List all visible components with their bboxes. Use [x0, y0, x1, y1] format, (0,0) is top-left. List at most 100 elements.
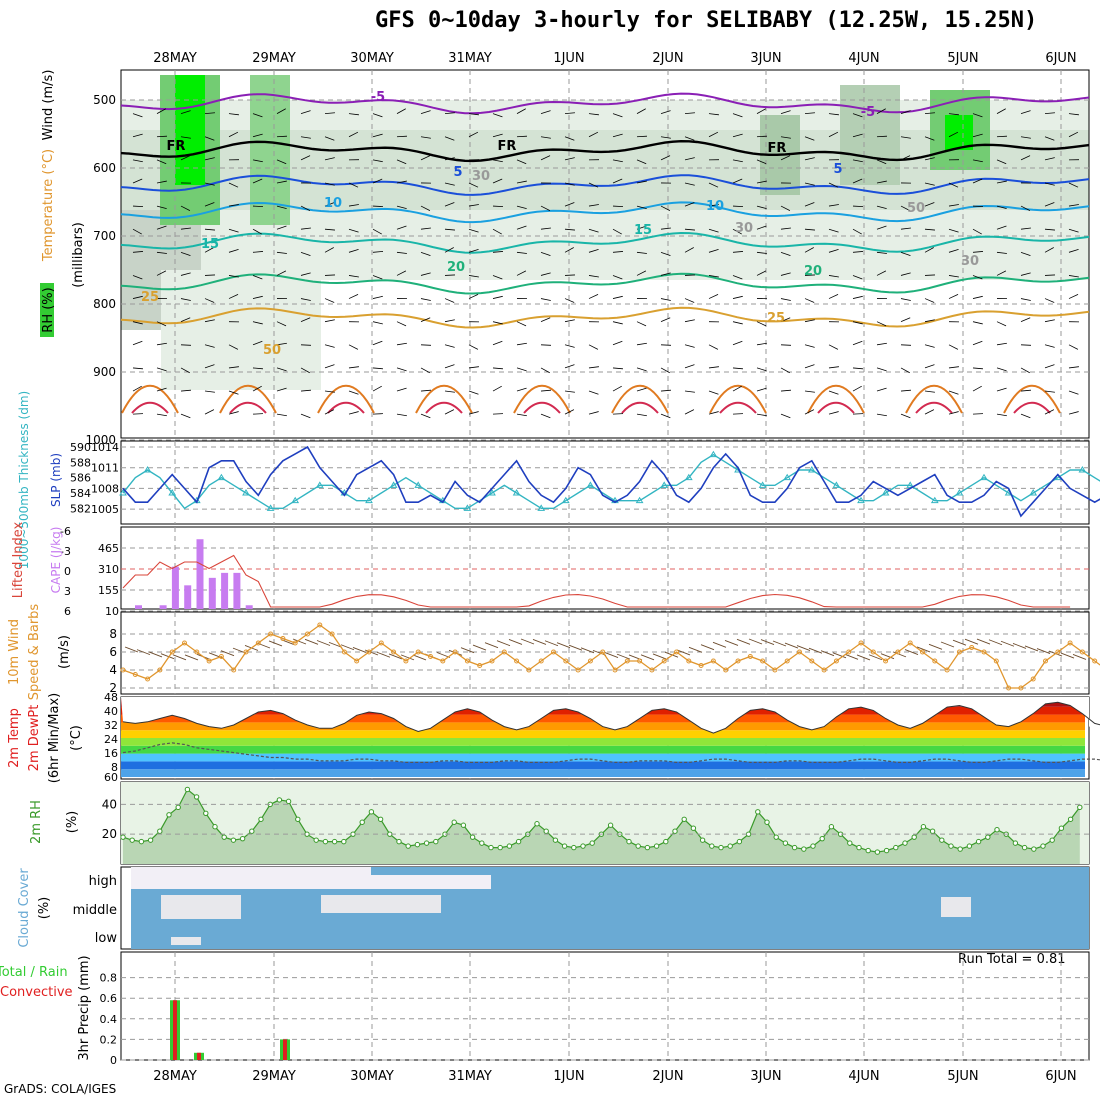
wind-barb — [396, 180, 407, 184]
wind-barb — [996, 108, 1006, 114]
temp-color-band — [121, 730, 1085, 738]
wind-barb — [732, 159, 743, 163]
wind-barb — [564, 202, 575, 207]
wind-barb — [756, 159, 767, 165]
rh-marker — [718, 844, 724, 851]
wind-barb — [588, 113, 599, 116]
wind-barb — [540, 110, 551, 114]
rh-marker — [626, 838, 632, 845]
wind-barb — [804, 390, 815, 393]
wind10-marker — [489, 658, 495, 664]
slp-tick: 1011 — [91, 462, 119, 475]
wind-barb — [276, 387, 287, 392]
rh-marker — [451, 819, 457, 825]
slp-ylabel-slp-text: SLP (mb) — [49, 453, 63, 507]
wind10-marker — [612, 667, 618, 673]
cape-bar — [159, 605, 167, 609]
wind-barb — [468, 344, 479, 350]
thickness-marker — [684, 473, 693, 481]
thickness-marker — [709, 450, 718, 458]
wind-barb — [828, 182, 839, 188]
wind-barb — [924, 112, 935, 114]
rh-marker — [184, 786, 191, 793]
wind10-barb — [784, 642, 799, 649]
thickness-marker — [291, 496, 300, 504]
wind-barb — [780, 367, 790, 374]
wind-barb — [132, 413, 144, 415]
wind10-barb — [256, 642, 271, 649]
wind-barb — [204, 390, 215, 393]
wind10-marker — [981, 649, 987, 655]
wind-barb — [492, 113, 503, 118]
date-label-top: 31MAY — [448, 51, 492, 66]
thickness-marker — [537, 504, 546, 511]
wind-barb — [612, 275, 623, 280]
rh-marker — [773, 834, 779, 840]
wind-barb — [492, 205, 504, 208]
date-label-bottom: 3JUN — [750, 1069, 781, 1084]
temp-color-band — [121, 769, 1085, 777]
thickness-marker — [414, 481, 423, 488]
cape-bar — [208, 577, 216, 609]
rh-marker — [1040, 843, 1046, 849]
wind-barb — [1020, 344, 1032, 346]
wind10-barb — [640, 654, 655, 661]
cloud-high-1 — [131, 867, 371, 889]
wind-barb — [132, 228, 142, 235]
rh-marker — [138, 838, 145, 845]
wind-barb — [732, 178, 743, 184]
rh-marker — [534, 821, 540, 827]
wind-barb — [348, 344, 359, 350]
wind-barb — [180, 205, 191, 211]
wind-barb — [1020, 367, 1030, 374]
wind-barb — [636, 321, 647, 327]
wind-barb — [684, 202, 695, 207]
wind-barb — [228, 182, 239, 188]
wind-barb — [276, 321, 287, 327]
upper-ylabel-wind-text: Wind (m/s) — [41, 70, 56, 141]
wind-barb — [876, 135, 888, 138]
rh-marker — [690, 825, 697, 831]
wind10-barb — [688, 646, 703, 653]
date-label-bottom: 4JUN — [848, 1069, 879, 1084]
temp-color-band — [121, 745, 1085, 754]
wind-barb — [852, 113, 863, 118]
wind-barb — [300, 155, 311, 161]
rh-marker — [847, 840, 853, 846]
isotherm-30-loop — [905, 384, 963, 414]
wind-barb — [996, 387, 1007, 392]
wind-barb — [972, 205, 984, 208]
wind-barb — [156, 225, 167, 230]
wind10-marker — [624, 658, 630, 664]
thickness-marker — [906, 481, 915, 488]
thickness-marker — [119, 489, 127, 496]
wind-barb — [612, 178, 623, 184]
wind-barb — [156, 270, 167, 276]
wind-barb — [804, 409, 815, 415]
thickness-marker — [1078, 466, 1087, 473]
rh-marker — [212, 824, 218, 830]
wind-barb — [780, 272, 791, 276]
wind-barb — [276, 251, 287, 254]
wind-barb — [924, 157, 935, 161]
wind-barb — [1044, 202, 1055, 207]
wind10-barb — [412, 654, 427, 661]
rh-marker — [571, 844, 577, 851]
wind-barb — [1068, 390, 1079, 395]
wind10-barb — [676, 649, 691, 656]
wind-barb — [828, 390, 839, 395]
temp-tick: 16 — [104, 747, 118, 760]
wind-barb — [444, 344, 455, 348]
wind-barb — [396, 159, 407, 165]
wind-barb — [828, 228, 839, 233]
wind-barb — [180, 389, 191, 392]
wind-barb — [804, 298, 815, 303]
wind-barb — [228, 249, 239, 253]
cape-ylabel-li: Lifted Index — [11, 521, 26, 598]
wind-barb — [156, 367, 167, 372]
isotherm-freezing — [120, 139, 1090, 163]
wind-barb — [972, 295, 983, 299]
date-label-bottom: 29MAY — [252, 1069, 296, 1084]
upper-ylabel-temp-text: Temperature (°C) — [41, 149, 56, 262]
wind-barb — [564, 112, 575, 114]
